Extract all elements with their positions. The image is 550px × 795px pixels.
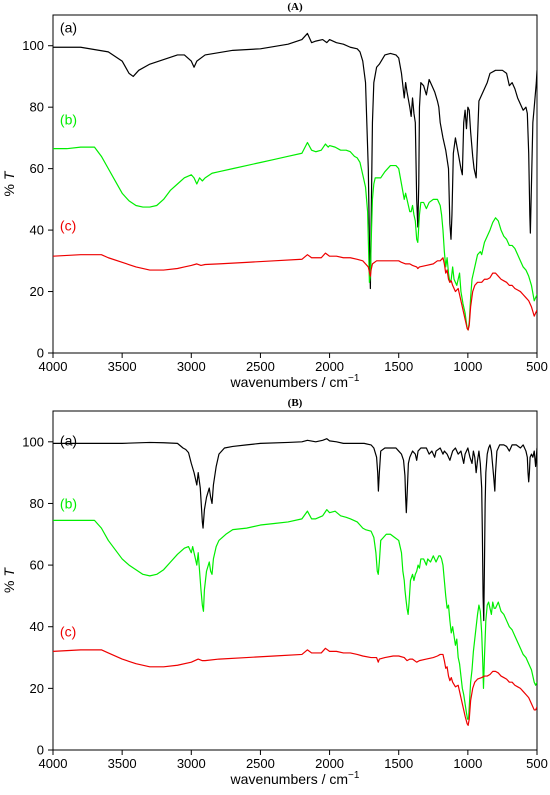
series-label-b: (b) (60, 111, 77, 127)
x-axis-title-main: wavenumbers / cm (230, 374, 348, 390)
x-tick-label: 3500 (108, 359, 137, 374)
y-tick-label: 40 (30, 619, 44, 634)
x-tick-label: 1500 (384, 359, 413, 374)
x-tick-label: 3000 (177, 359, 206, 374)
y-axis-title-main: % (1, 577, 17, 593)
plot-frame (52, 14, 538, 354)
x-tick-label: 3000 (177, 756, 206, 771)
series-line-c (53, 252, 537, 331)
x-tick-label: 2500 (246, 359, 275, 374)
x-axis-title-superscript: −1 (348, 770, 360, 781)
x-axis-title-superscript: −1 (348, 373, 360, 384)
y-axis-title: % T (1, 170, 17, 196)
panel-label: (A) (287, 1, 303, 13)
x-tick-label: 4000 (39, 359, 68, 374)
y-axis-title-italic: T (1, 567, 17, 577)
y-tick-label: 60 (30, 558, 44, 573)
x-axis-title-main: wavenumbers / cm (230, 771, 348, 787)
panel-a-chart: (A) 4000 3500 3000 2500 2000 1500 1000 500 0 20 40 6… (1, 1, 548, 390)
series-line-b (53, 141, 537, 331)
series-label-c: (c) (60, 623, 76, 639)
y-tick-label: 20 (30, 681, 44, 696)
x-tick-label: 3500 (108, 756, 137, 771)
x-tick-label: 2000 (315, 756, 344, 771)
y-tick-label: 0 (37, 743, 44, 758)
y-tick-label: 0 (37, 346, 44, 361)
x-tick-label: 1000 (453, 756, 482, 771)
x-tick-label: 1500 (384, 756, 413, 771)
panel-b-chart: (B) 4000 3500 3000 2500 2000 1500 1000 500 0 20 40 6… (1, 397, 548, 787)
y-tick-label: 20 (30, 284, 44, 299)
y-tick-label: 60 (30, 161, 44, 176)
x-tick-label: 2500 (246, 756, 275, 771)
x-tick-label: 2000 (315, 359, 344, 374)
x-axis-title: wavenumbers / cm−1 (230, 770, 360, 787)
series-label-a: (a) (60, 432, 77, 448)
series-line-a (53, 32, 537, 290)
x-axis-title: wavenumbers / cm−1 (230, 373, 360, 390)
series-label-b: (b) (60, 495, 77, 511)
series-line-b (53, 509, 537, 720)
x-tick-label: 500 (526, 756, 548, 771)
series-label-a: (a) (60, 19, 77, 35)
series-label-c: (c) (60, 217, 76, 233)
plot-frame (52, 410, 538, 751)
y-tick-label: 80 (30, 496, 44, 511)
series-line-a (53, 438, 537, 622)
x-tick-label: 4000 (39, 756, 68, 771)
series-line-c (53, 647, 537, 726)
y-axis-title-italic: T (1, 170, 17, 180)
y-tick-label: 40 (30, 223, 44, 238)
y-tick-label: 80 (30, 100, 44, 115)
x-tick-label: 500 (526, 359, 548, 374)
y-tick-label: 100 (22, 38, 44, 53)
y-tick-label: 100 (22, 434, 44, 449)
y-axis-title: % T (1, 567, 17, 593)
y-axis-title-main: % (1, 180, 17, 196)
panel-label: (B) (288, 397, 303, 409)
x-tick-label: 1000 (453, 359, 482, 374)
